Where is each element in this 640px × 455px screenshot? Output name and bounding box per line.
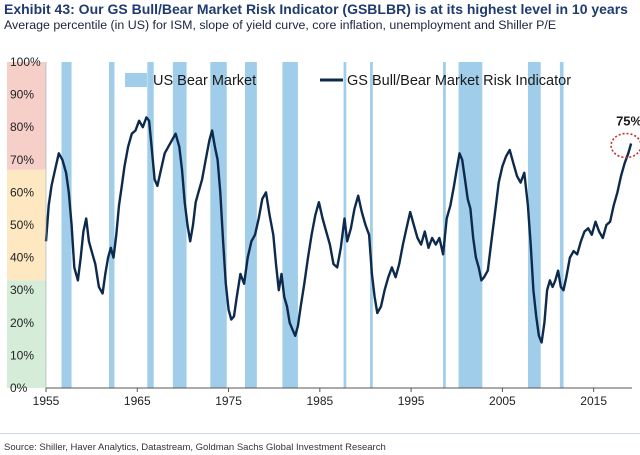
background-bands — [7, 62, 46, 388]
bear-market-bar — [244, 62, 257, 388]
chart: 0% 10% 20% 30% 40% 50% 60% 70% 80% 90% 100% 1955 196… — [7, 55, 640, 408]
y-band-0 — [7, 280, 46, 388]
annotation-circle — [610, 132, 640, 159]
legend: US Bear Market GS Bull/Bear Market Risk I… — [125, 73, 571, 89]
bear-market-bar — [527, 62, 541, 388]
y-tick-label: 100% — [10, 55, 41, 69]
separator — [0, 433, 640, 434]
y-band-1 — [7, 169, 46, 281]
y-tick-label: 30% — [10, 283, 34, 297]
bear-market-bar — [559, 62, 564, 388]
y-band-2 — [7, 62, 46, 170]
x-tick-label: 1965 — [124, 394, 151, 408]
legend-label-line: GS Bull/Bear Market Risk Indicator — [347, 73, 571, 89]
y-tick-label: 0% — [10, 381, 28, 395]
y-tick-label: 20% — [10, 316, 34, 330]
indicator-line — [44, 116, 633, 344]
y-tick-label: 80% — [10, 120, 34, 134]
chart-subtitle: Average percentile (in US) for ISM, slop… — [4, 18, 557, 32]
annotation: 75% — [610, 114, 640, 159]
bear-market-bar — [61, 62, 72, 388]
y-tick-label: 10% — [10, 348, 34, 362]
bear-market-bars — [61, 62, 564, 388]
legend-label-bear: US Bear Market — [153, 73, 256, 89]
x-tick-label: 1985 — [306, 394, 333, 408]
bear-market-bar — [172, 62, 187, 388]
bear-market-bar — [108, 62, 115, 388]
legend-swatch-bear — [125, 73, 147, 87]
bear-market-bar — [210, 62, 227, 388]
annotation-label: 75% — [616, 114, 640, 129]
source-note: Source: Shiller, Haver Analytics, Datast… — [4, 442, 386, 453]
y-tick-label: 90% — [10, 88, 34, 102]
bear-market-bar — [458, 62, 483, 388]
bear-market-bar — [147, 62, 154, 388]
indicator-line-group — [44, 116, 633, 344]
y-tick-label: 70% — [10, 153, 34, 167]
y-tick-label: 50% — [10, 218, 34, 232]
x-tick-label: 2005 — [489, 394, 516, 408]
axes: 0% 10% 20% 30% 40% 50% 60% 70% 80% 90% 100% 1955 196… — [10, 55, 632, 408]
x-tick-label: 1995 — [398, 394, 425, 408]
bear-market-bar — [370, 62, 373, 388]
x-tick-label: 2015 — [580, 394, 607, 408]
x-tick-label: 1975 — [215, 394, 242, 408]
x-tick-label: 1955 — [33, 394, 60, 408]
bear-market-bar — [443, 62, 446, 388]
y-tick-label: 40% — [10, 251, 34, 265]
chart-title: Exhibit 43: Our GS Bull/Bear Market Risk… — [4, 1, 628, 17]
y-tick-label: 60% — [10, 185, 34, 199]
bear-market-bar — [282, 62, 298, 388]
